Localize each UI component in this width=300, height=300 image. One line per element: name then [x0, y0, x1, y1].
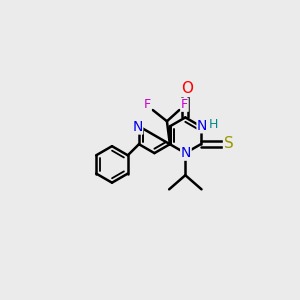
Text: N: N: [132, 120, 143, 134]
Text: H: H: [208, 118, 218, 131]
Text: S: S: [224, 136, 233, 151]
Text: N: N: [181, 146, 191, 160]
Text: F: F: [144, 98, 151, 111]
Text: O: O: [181, 81, 193, 96]
Text: F: F: [181, 98, 188, 111]
Text: N: N: [197, 119, 208, 133]
